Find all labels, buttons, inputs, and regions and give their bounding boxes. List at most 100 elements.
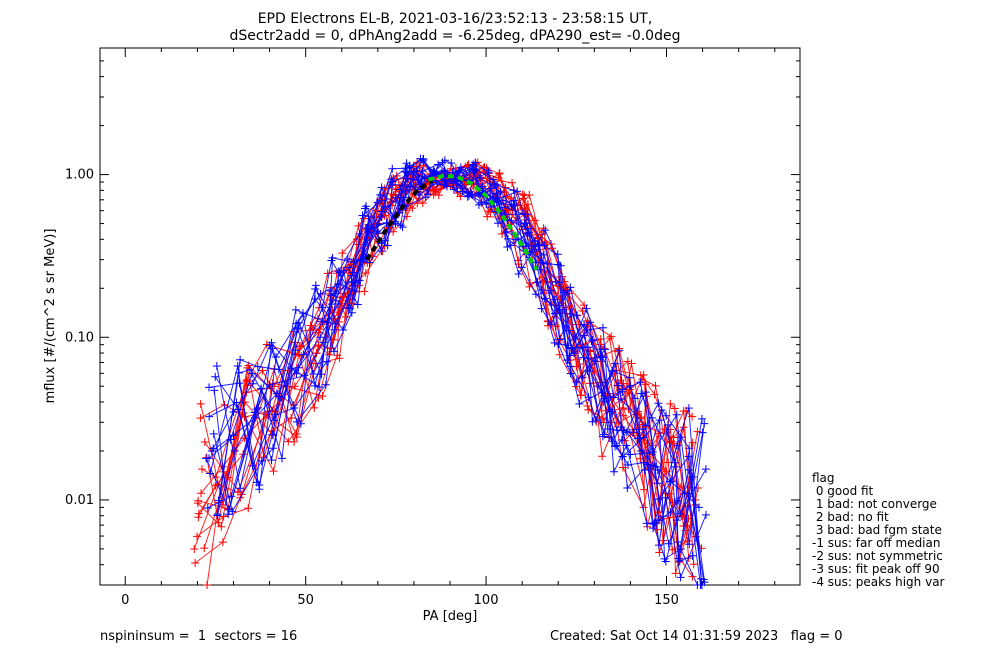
flux-point-marker — [547, 320, 556, 329]
flux-point-marker — [563, 286, 572, 295]
flux-point-marker — [639, 433, 648, 442]
flux-point-marker — [596, 340, 605, 349]
flux-point-marker — [419, 155, 428, 164]
x-tick-label: 100 — [474, 593, 499, 608]
flux-point-marker — [520, 210, 529, 219]
flux-point-marker — [191, 559, 200, 568]
flux-point-marker — [593, 382, 602, 391]
flux-point-marker — [321, 380, 330, 389]
flux-point-marker — [310, 381, 319, 390]
flux-point-marker — [298, 309, 307, 318]
flux-point-marker — [205, 383, 214, 392]
flux-point-marker — [365, 258, 374, 267]
flux-series-line — [208, 158, 701, 586]
flux-series-line — [200, 177, 696, 501]
flux-point-marker — [623, 357, 632, 366]
flux-point-marker — [598, 323, 607, 332]
flux-point-marker — [218, 538, 227, 547]
flux-point-marker — [272, 389, 281, 398]
flux-point-marker — [318, 317, 327, 326]
flux-point-marker — [331, 319, 340, 328]
y-axis-label: mflux [#/(cm^2 s sr MeV)] — [43, 229, 58, 404]
flux-point-marker — [486, 184, 495, 193]
flux-point-marker — [482, 200, 491, 209]
flux-point-marker — [345, 263, 354, 272]
flux-point-marker — [440, 156, 449, 165]
flux-point-marker — [244, 504, 253, 513]
flux-point-marker — [256, 384, 265, 393]
flux-point-marker — [360, 287, 369, 296]
flux-point-marker — [495, 169, 504, 178]
flux-point-marker — [217, 522, 226, 531]
flux-point-marker — [346, 304, 355, 313]
flux-point-marker — [531, 290, 540, 299]
flux-point-marker — [484, 168, 493, 177]
flux-point-marker — [230, 446, 239, 455]
flux-point-marker — [520, 219, 529, 228]
flux-point-marker — [523, 200, 532, 209]
flux-point-marker — [694, 503, 703, 512]
flux-point-marker — [596, 345, 605, 354]
flux-point-marker — [362, 202, 371, 211]
flux-point-marker — [676, 573, 685, 582]
flux-point-marker — [229, 431, 238, 440]
flux-point-marker — [196, 399, 205, 408]
flux-point-marker — [615, 346, 624, 355]
flux-point-marker — [639, 424, 648, 433]
flux-point-marker — [278, 454, 287, 463]
legend-title: flag — [812, 471, 835, 485]
flux-point-marker — [660, 554, 669, 563]
flux-point-marker — [288, 364, 297, 373]
flux-point-marker — [236, 484, 245, 493]
flux-point-marker — [291, 305, 300, 314]
flux-point-marker — [193, 499, 202, 508]
flux-point-marker — [670, 404, 679, 413]
flux-point-marker — [381, 202, 390, 211]
flux-point-marker — [637, 446, 646, 455]
flux-point-marker — [503, 234, 512, 243]
flux-point-marker — [696, 581, 705, 589]
flux-point-marker — [580, 331, 589, 340]
flux-point-marker — [433, 180, 442, 189]
flux-point-marker — [339, 325, 348, 334]
flux-point-marker — [248, 379, 257, 388]
flux-point-marker — [517, 263, 526, 272]
flux-point-marker — [617, 395, 626, 404]
legend-entry: -3 sus: fit peak off 90 — [812, 562, 940, 576]
flux-point-marker — [206, 469, 215, 478]
flux-point-marker — [290, 404, 299, 413]
fit-curve — [427, 173, 539, 271]
flux-point-marker — [494, 219, 503, 228]
flux-point-marker — [684, 404, 693, 413]
flux-point-marker — [629, 428, 638, 437]
flux-point-marker — [520, 191, 529, 200]
flux-point-marker — [607, 332, 616, 341]
flux-point-marker — [227, 492, 236, 501]
flux-point-marker — [494, 173, 503, 182]
flux-point-marker — [402, 167, 411, 176]
flux-point-marker — [555, 301, 564, 310]
flux-point-marker — [312, 349, 321, 358]
flux-point-marker — [318, 392, 327, 401]
flux-point-marker — [600, 430, 609, 439]
flux-point-marker — [364, 227, 373, 236]
flux-point-marker — [654, 399, 663, 408]
flux-point-marker — [211, 372, 220, 381]
flux-point-marker — [536, 265, 545, 274]
flux-point-marker — [447, 159, 456, 168]
flux-point-marker — [626, 450, 635, 459]
flux-point-marker — [583, 402, 592, 411]
flux-point-marker — [338, 249, 347, 258]
flux-point-marker — [566, 362, 575, 371]
flux-point-marker — [383, 241, 392, 250]
chart-subtitle: dSectr2add = 0, dPhAng2add = -6.25deg, d… — [230, 28, 681, 44]
legend-entry: -2 sus: not symmetric — [812, 549, 943, 563]
flux-point-marker — [294, 363, 303, 372]
flux-point-marker — [268, 344, 277, 353]
flux-point-marker — [203, 581, 212, 589]
flux-point-marker — [664, 539, 673, 548]
flux-point-marker — [608, 366, 617, 375]
flux-point-marker — [398, 223, 407, 232]
footer-left: nspininsum = 1 sectors = 16 — [100, 629, 297, 644]
y-tick-label: 0.10 — [65, 330, 94, 345]
